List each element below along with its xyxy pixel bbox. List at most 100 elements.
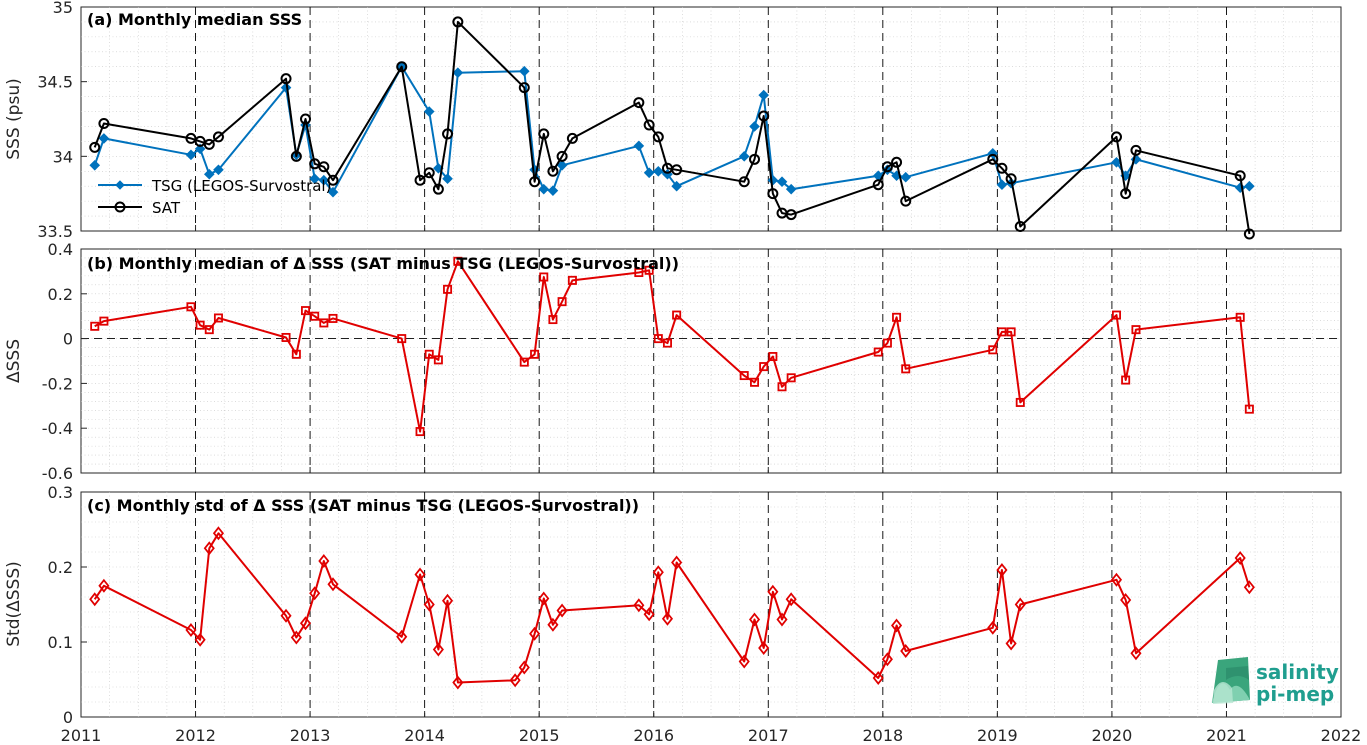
- data-point: [633, 97, 645, 109]
- wave-logo-icon: [1212, 657, 1250, 704]
- data-point: [99, 316, 109, 326]
- data-point: [1006, 327, 1016, 337]
- data-point: [891, 618, 903, 633]
- data-point: [671, 164, 683, 176]
- data-point: [987, 148, 999, 159]
- data-point: [987, 153, 999, 165]
- data-point: [556, 150, 568, 162]
- data-point: [1244, 180, 1255, 192]
- data-point: [538, 591, 550, 606]
- panel-b-grid: [81, 249, 1341, 473]
- data-point: [310, 311, 320, 321]
- data-point: [1234, 170, 1246, 182]
- data-point: [988, 345, 998, 355]
- data-point: [758, 641, 770, 655]
- x-tick-label: 2018: [862, 726, 903, 745]
- data-point: [1244, 404, 1254, 414]
- y-tick-label: 35: [53, 0, 73, 17]
- data-point: [1130, 144, 1142, 156]
- y-tick-label: -0.6: [42, 464, 73, 483]
- data-point: [872, 179, 884, 191]
- data-point: [98, 133, 110, 144]
- data-point: [653, 165, 664, 177]
- data-point: [759, 362, 769, 372]
- data-point: [281, 332, 291, 342]
- x-tick-label: 2016: [633, 726, 674, 745]
- panel-a-series: [89, 16, 1255, 240]
- x-tick-label: 2014: [404, 726, 445, 745]
- data-point: [538, 183, 550, 195]
- data-point: [441, 593, 454, 608]
- data-point: [442, 128, 454, 140]
- data-point: [1130, 646, 1142, 661]
- x-tick-label: 2011: [61, 726, 102, 745]
- data-point: [644, 265, 654, 275]
- data-point: [509, 673, 521, 688]
- x-axis-ticks: 2011 2012 2013 2014 2015 2016 2017 2018 2019 2020…: [61, 726, 1362, 745]
- data-point: [397, 334, 407, 344]
- data-point: [891, 156, 903, 168]
- data-point: [529, 176, 541, 188]
- y-tick-label: 0.2: [48, 558, 73, 577]
- salinity-pimep-logo: salinity pi-mep: [1212, 657, 1339, 706]
- x-tick-label: 2012: [175, 726, 216, 745]
- data-point: [996, 563, 1008, 577]
- data-point: [90, 321, 100, 331]
- data-point: [519, 357, 529, 367]
- data-point: [415, 427, 425, 437]
- data-point: [652, 131, 664, 143]
- data-point: [1234, 551, 1246, 565]
- data-point: [672, 310, 682, 320]
- data-point: [900, 195, 912, 207]
- data-point: [1131, 325, 1141, 335]
- data-point: [1014, 597, 1026, 612]
- data-point: [327, 577, 339, 592]
- data-point: [194, 135, 206, 147]
- data-point: [309, 158, 321, 170]
- data-point: [872, 671, 884, 685]
- data-point: [518, 660, 530, 675]
- data-point: [300, 113, 312, 125]
- data-point: [556, 603, 568, 618]
- data-point: [1014, 221, 1026, 233]
- data-point: [213, 164, 224, 176]
- data-point: [767, 584, 779, 599]
- data-point: [547, 165, 559, 177]
- data-point: [433, 355, 443, 365]
- data-point: [280, 73, 292, 85]
- x-tick-label: 2017: [748, 726, 789, 745]
- data-point: [767, 174, 779, 186]
- data-point: [1110, 572, 1123, 587]
- data-point: [185, 132, 197, 144]
- y-tick-label: 0.4: [48, 240, 73, 259]
- data-point: [1110, 131, 1122, 143]
- panel-c-series: [89, 526, 1255, 690]
- data-point: [776, 176, 788, 188]
- panel-c-grid: [81, 492, 1341, 717]
- data-point: [396, 61, 408, 73]
- legend: TSG (LEGOS-Survostral) SAT: [98, 177, 331, 217]
- data-point: [882, 338, 892, 348]
- data-point: [758, 110, 770, 122]
- data-point: [423, 597, 435, 612]
- logo-line2: pi-mep: [1256, 682, 1334, 706]
- panel-c-yticks: 0 0.1 0.2 0.3: [48, 483, 1342, 727]
- data-point: [442, 173, 453, 185]
- panel-b-ylabel: ΔSSS: [4, 339, 24, 383]
- data-point: [671, 180, 682, 192]
- data-point: [901, 364, 911, 374]
- legend-sat-label: SAT: [152, 199, 181, 217]
- series-line: [93, 532, 1251, 684]
- y-tick-label: -0.4: [42, 419, 73, 438]
- data-point: [881, 652, 893, 667]
- data-point: [452, 675, 464, 690]
- data-point: [423, 167, 435, 179]
- data-point: [671, 555, 683, 570]
- data-point: [634, 268, 644, 278]
- data-point: [785, 209, 797, 221]
- y-tick-label: -0.2: [42, 374, 73, 393]
- data-point: [750, 377, 760, 387]
- x-tick-label: 2019: [977, 726, 1018, 745]
- data-point: [566, 132, 578, 144]
